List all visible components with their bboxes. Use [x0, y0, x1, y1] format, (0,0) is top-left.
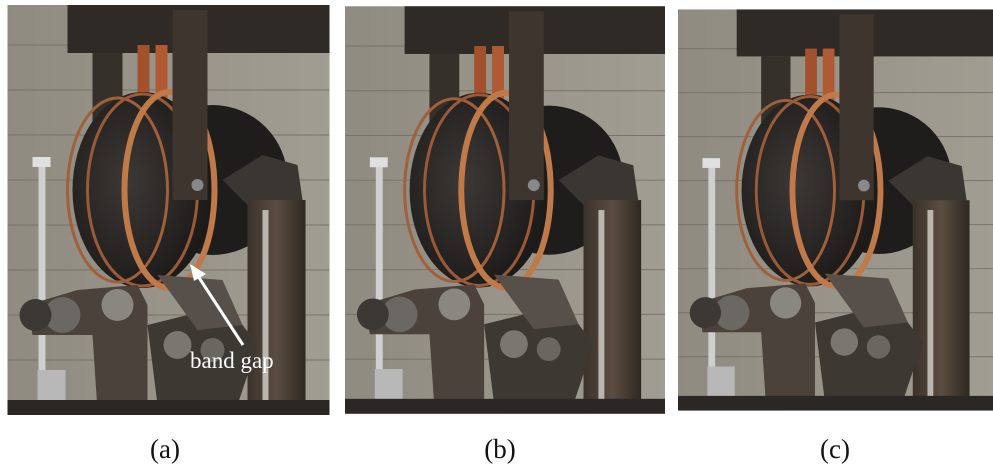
photo: [678, 9, 993, 410]
panel-a: band gap (a): [8, 5, 330, 464]
photo: [8, 5, 330, 415]
caption: (c): [820, 434, 850, 464]
panel-b: (b): [345, 6, 665, 464]
caption: (b): [484, 434, 515, 464]
panel-c: (c): [678, 9, 993, 464]
annotation: band gap: [190, 348, 274, 373]
photo: [345, 6, 665, 413]
page: band gap (a) (b) (c) (() => { const data…: [0, 0, 993, 473]
figure: band gap (a) (b) (c): [0, 0, 993, 473]
caption: (a): [150, 434, 180, 464]
